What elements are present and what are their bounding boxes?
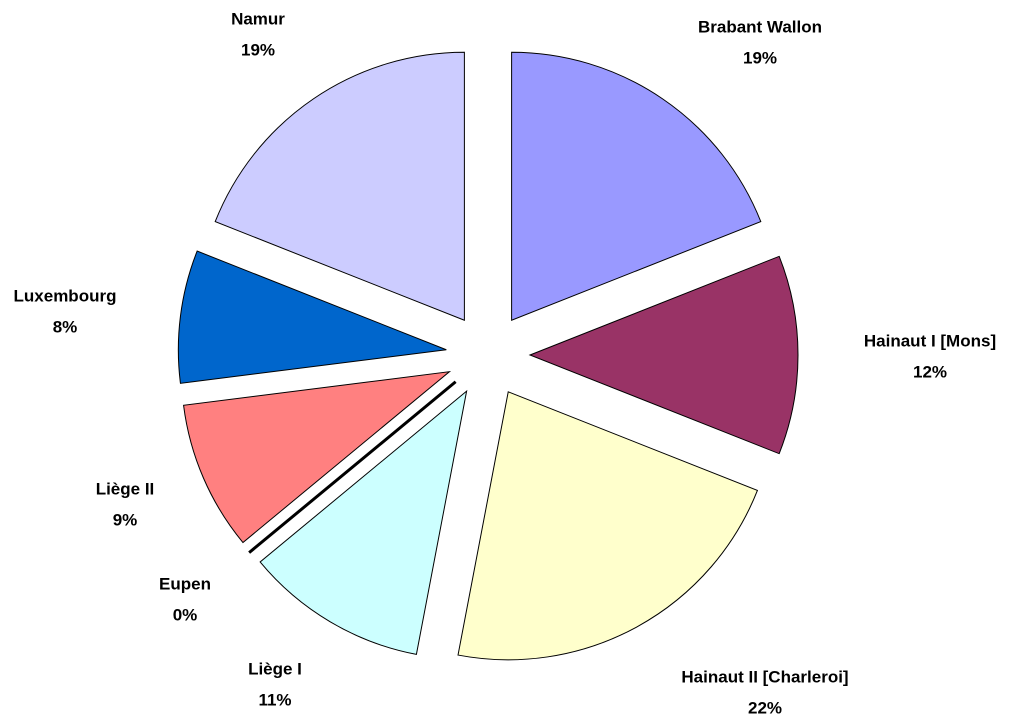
- pie-slice: [259, 389, 468, 655]
- slice-label: Namur: [231, 9, 285, 28]
- slice-label: Luxembourg: [14, 286, 117, 305]
- slice-label: Liège I: [248, 659, 302, 678]
- slice-label: Hainaut I [Mons]: [864, 331, 996, 350]
- slice-value-label: 0%: [173, 605, 198, 624]
- pie-slice: [457, 391, 759, 661]
- slice-label: Brabant Wallon: [698, 17, 822, 36]
- slice-value-label: 11%: [258, 690, 291, 709]
- slice-value-label: 22%: [748, 698, 782, 714]
- slice-label: Hainaut II [Charleroi]: [681, 667, 848, 686]
- slice-value-label: 19%: [241, 40, 275, 59]
- slice-label: Eupen: [159, 574, 211, 593]
- pie-slice: [511, 51, 762, 321]
- slice-value-label: 8%: [53, 317, 78, 336]
- slice-value-label: 12%: [913, 362, 947, 381]
- pie-slice: [183, 370, 452, 544]
- slice-value-label: 9%: [113, 510, 138, 529]
- pie-slice: [214, 51, 465, 321]
- pie-slice: [177, 250, 447, 384]
- pie-slice: [248, 380, 457, 554]
- slice-value-label: 19%: [743, 48, 777, 67]
- pie-slice: [528, 255, 799, 455]
- slice-label: Liège II: [96, 479, 155, 498]
